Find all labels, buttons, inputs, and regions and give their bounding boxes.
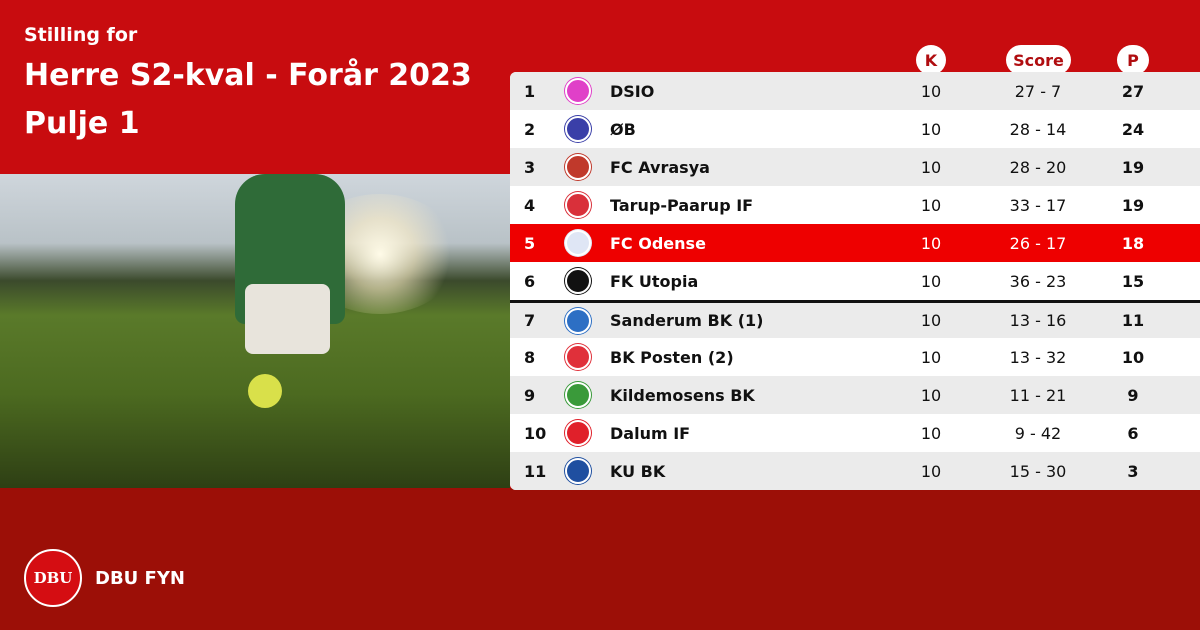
points: 19	[1121, 195, 1145, 215]
team-logo-icon	[565, 420, 591, 446]
matches-played: 10	[920, 461, 942, 481]
subtitle: Stilling for	[24, 24, 138, 46]
team-logo-icon	[565, 192, 591, 218]
team-name: Sanderum BK (1)	[610, 311, 764, 330]
matches-played: 10	[920, 233, 942, 253]
points: 3	[1127, 461, 1139, 481]
matches-played: 10	[920, 81, 942, 101]
team-logo-icon	[565, 307, 591, 334]
team-name: KU BK	[610, 461, 666, 481]
column-header-score: Score	[1006, 45, 1071, 75]
team-name: DSIO	[610, 81, 655, 101]
team-logo-icon	[565, 230, 591, 256]
team-logo-icon	[565, 154, 591, 180]
column-header-k: K	[916, 45, 946, 75]
goal-score: 36 - 23	[1009, 271, 1067, 291]
matches-played: 10	[920, 347, 942, 367]
table-row: 8 BK Posten (2) 10 13 - 32 10	[510, 338, 1200, 376]
points: 6	[1127, 423, 1139, 443]
team-logo-icon	[565, 116, 591, 142]
points: 18	[1121, 233, 1145, 253]
table-row: 7 Sanderum BK (1) 10 13 - 16 11	[510, 300, 1200, 338]
matches-played: 10	[920, 119, 942, 139]
matches-played: 10	[920, 385, 942, 405]
goal-score: 28 - 20	[1009, 157, 1067, 177]
matches-played: 10	[920, 423, 942, 443]
team-logo-icon	[565, 458, 591, 484]
matches-played: 10	[920, 195, 942, 215]
goal-score: 15 - 30	[1009, 461, 1067, 481]
team-name: FC Odense	[610, 233, 706, 253]
table-row: 4 Tarup-Paarup IF 10 33 - 17 19	[510, 186, 1200, 224]
goal-score: 27 - 7	[1014, 81, 1062, 101]
points: 27	[1121, 81, 1145, 101]
goal-score: 26 - 17	[1009, 233, 1067, 253]
standings-table: 1 DSIO 10 27 - 7 27 2 ØB 10 28 - 14 24 3 F…	[510, 72, 1200, 490]
points: 24	[1121, 119, 1145, 139]
rank: 11	[524, 461, 547, 481]
pool-title: Pulje 1	[24, 106, 140, 141]
rank: 9	[524, 385, 536, 405]
rank: 1	[524, 81, 536, 101]
column-header-p: P	[1117, 45, 1149, 75]
team-name: ØB	[610, 119, 636, 139]
team-name: BK Posten (2)	[610, 347, 734, 367]
team-logo-icon	[565, 268, 591, 294]
team-logo-icon	[565, 382, 591, 408]
goal-score: 33 - 17	[1009, 195, 1067, 215]
team-name: Tarup-Paarup IF	[610, 195, 754, 215]
points: 19	[1121, 157, 1145, 177]
rank: 10	[524, 423, 547, 443]
rank: 7	[524, 311, 536, 330]
football	[248, 374, 282, 408]
rank: 3	[524, 157, 536, 177]
table-row: 9 Kildemosens BK 10 11 - 21 9	[510, 376, 1200, 414]
table-row: 2 ØB 10 28 - 14 24	[510, 110, 1200, 148]
team-name: FC Avrasya	[610, 157, 710, 177]
table-row: 10 Dalum IF 10 9 - 42 6	[510, 414, 1200, 452]
table-row: 11 KU BK 10 15 - 30 3	[510, 452, 1200, 490]
table-row: 3 FC Avrasya 10 28 - 20 19	[510, 148, 1200, 186]
page-title: Herre S2-kval - Forår 2023	[24, 58, 472, 93]
points: 15	[1121, 271, 1145, 291]
matches-played: 10	[920, 157, 942, 177]
rank: 4	[524, 195, 536, 215]
brand-name: DBU FYN	[95, 568, 185, 589]
team-logo-icon	[565, 344, 591, 370]
goal-score: 28 - 14	[1009, 119, 1067, 139]
goal-score: 9 - 42	[1014, 423, 1062, 443]
team-logo-icon	[565, 78, 591, 104]
team-name: Kildemosens BK	[610, 385, 755, 405]
rank: 6	[524, 271, 536, 291]
player-shorts	[245, 284, 330, 354]
points: 11	[1121, 311, 1145, 330]
table-row: 6 FK Utopia 10 36 - 23 15	[510, 262, 1200, 300]
matches-played: 10	[920, 271, 942, 291]
team-name: Dalum IF	[610, 423, 691, 443]
goal-score: 11 - 21	[1009, 385, 1067, 405]
rank: 8	[524, 347, 536, 367]
table-row: 5 FC Odense 10 26 - 17 18	[510, 224, 1200, 262]
matches-played: 10	[920, 311, 942, 330]
football-photo	[0, 174, 510, 488]
points: 9	[1127, 385, 1139, 405]
rank: 5	[524, 233, 536, 253]
points: 10	[1121, 347, 1145, 367]
goal-score: 13 - 16	[1009, 311, 1067, 330]
goal-score: 13 - 32	[1009, 347, 1067, 367]
table-row: 1 DSIO 10 27 - 7 27	[510, 72, 1200, 110]
team-name: FK Utopia	[610, 271, 699, 291]
rank: 2	[524, 119, 536, 139]
dbu-crest-logo: DBU	[24, 549, 82, 607]
footer-band	[0, 488, 1200, 630]
